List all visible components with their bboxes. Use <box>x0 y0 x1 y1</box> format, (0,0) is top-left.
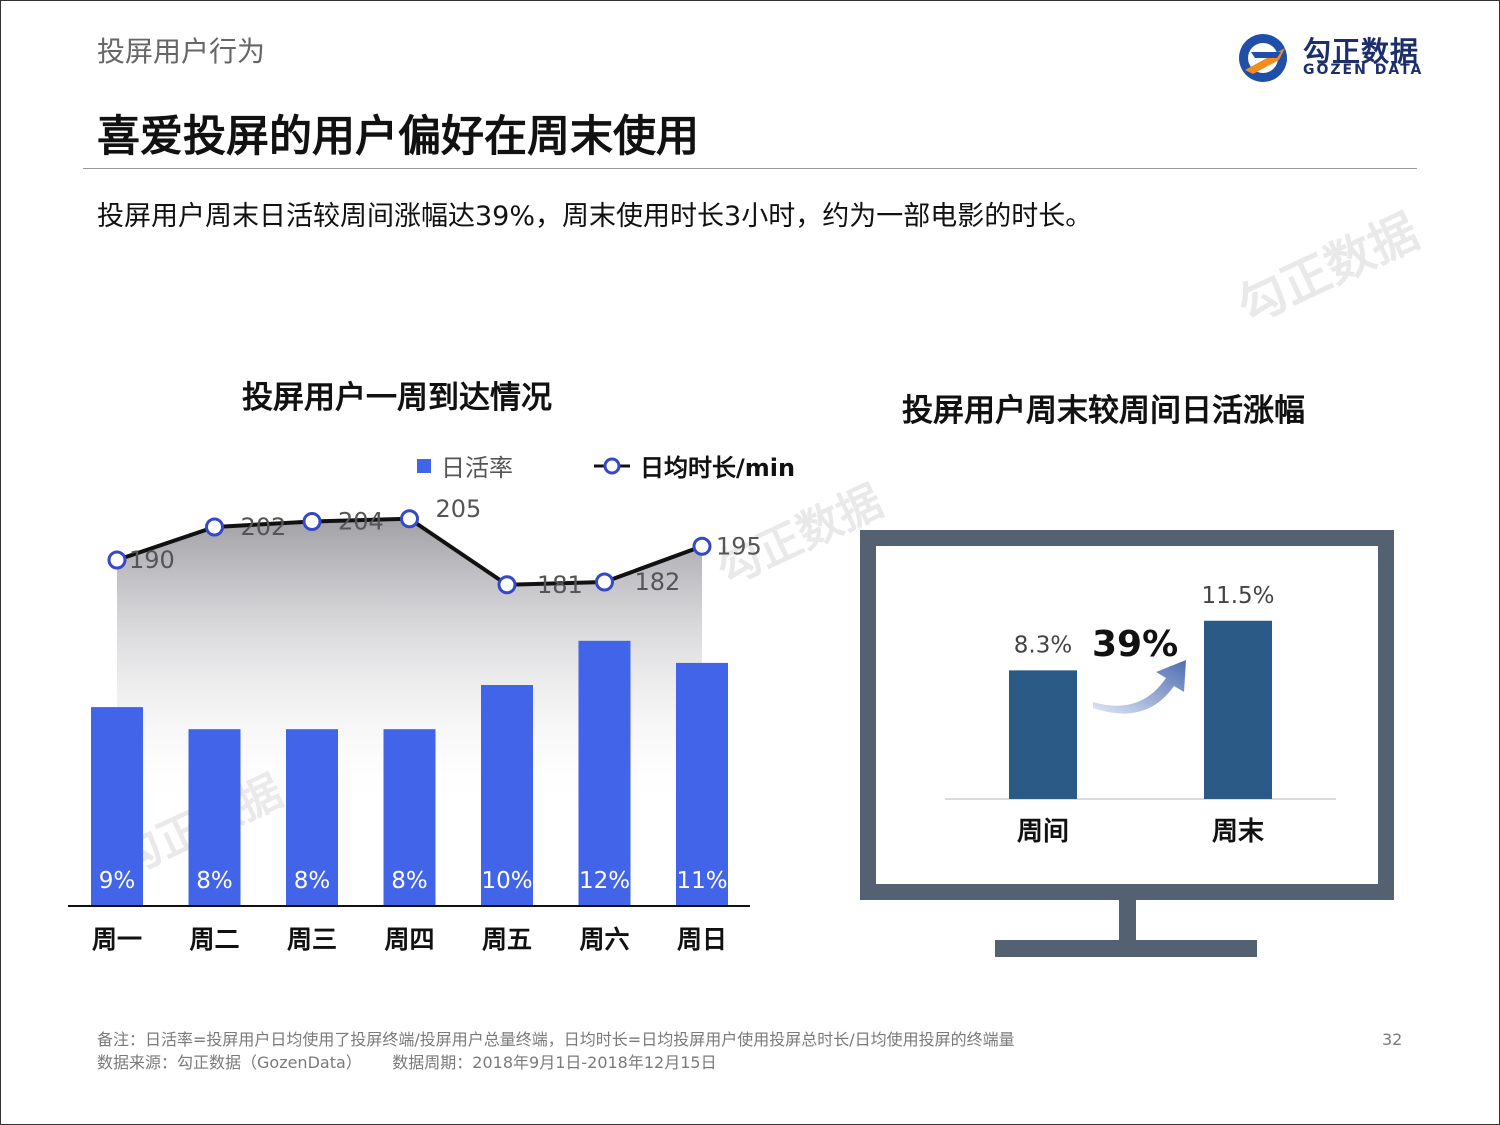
logo-cn-text: 勾正数据 <box>1303 35 1420 68</box>
legend-bar-label: 日活率 <box>441 454 513 482</box>
legend-line-marker <box>594 457 630 474</box>
divider <box>83 168 1417 169</box>
legend-line: 日均时长/min <box>592 448 795 483</box>
brand-logo: 勾正数据 GOZEN DATA <box>1233 30 1433 86</box>
footnote-definition: 备注：日活率=投屏用户日均使用了投屏终端/投屏用户总量终端，日均时长=日均投屏用… <box>97 1030 1015 1049</box>
left-chart-title: 投屏用户一周到达情况 <box>242 380 552 416</box>
right-chart-title: 投屏用户周末较周间日活涨幅 <box>902 393 1305 429</box>
page-number: 32 <box>1382 1030 1403 1049</box>
legend-bar-swatch <box>417 458 431 473</box>
logo-en-text: GOZEN DATA <box>1303 62 1424 78</box>
page-headline: 喜爱投屏的用户偏好在周末使用 <box>97 112 699 162</box>
section-title: 投屏用户行为 <box>97 35 266 68</box>
summary-text: 投屏用户周末日活较周间涨幅达39%，周末使用时长3小时，约为一部电影的时长。 <box>97 201 1093 232</box>
footnote-source: 数据来源：勾正数据（GozenData） 数据周期：2018年9月1日-2018… <box>97 1053 717 1072</box>
legend-line-label: 日均时长/min <box>640 454 796 482</box>
logo-icon <box>1239 34 1287 82</box>
legend-bar: 日活率 <box>417 448 513 483</box>
